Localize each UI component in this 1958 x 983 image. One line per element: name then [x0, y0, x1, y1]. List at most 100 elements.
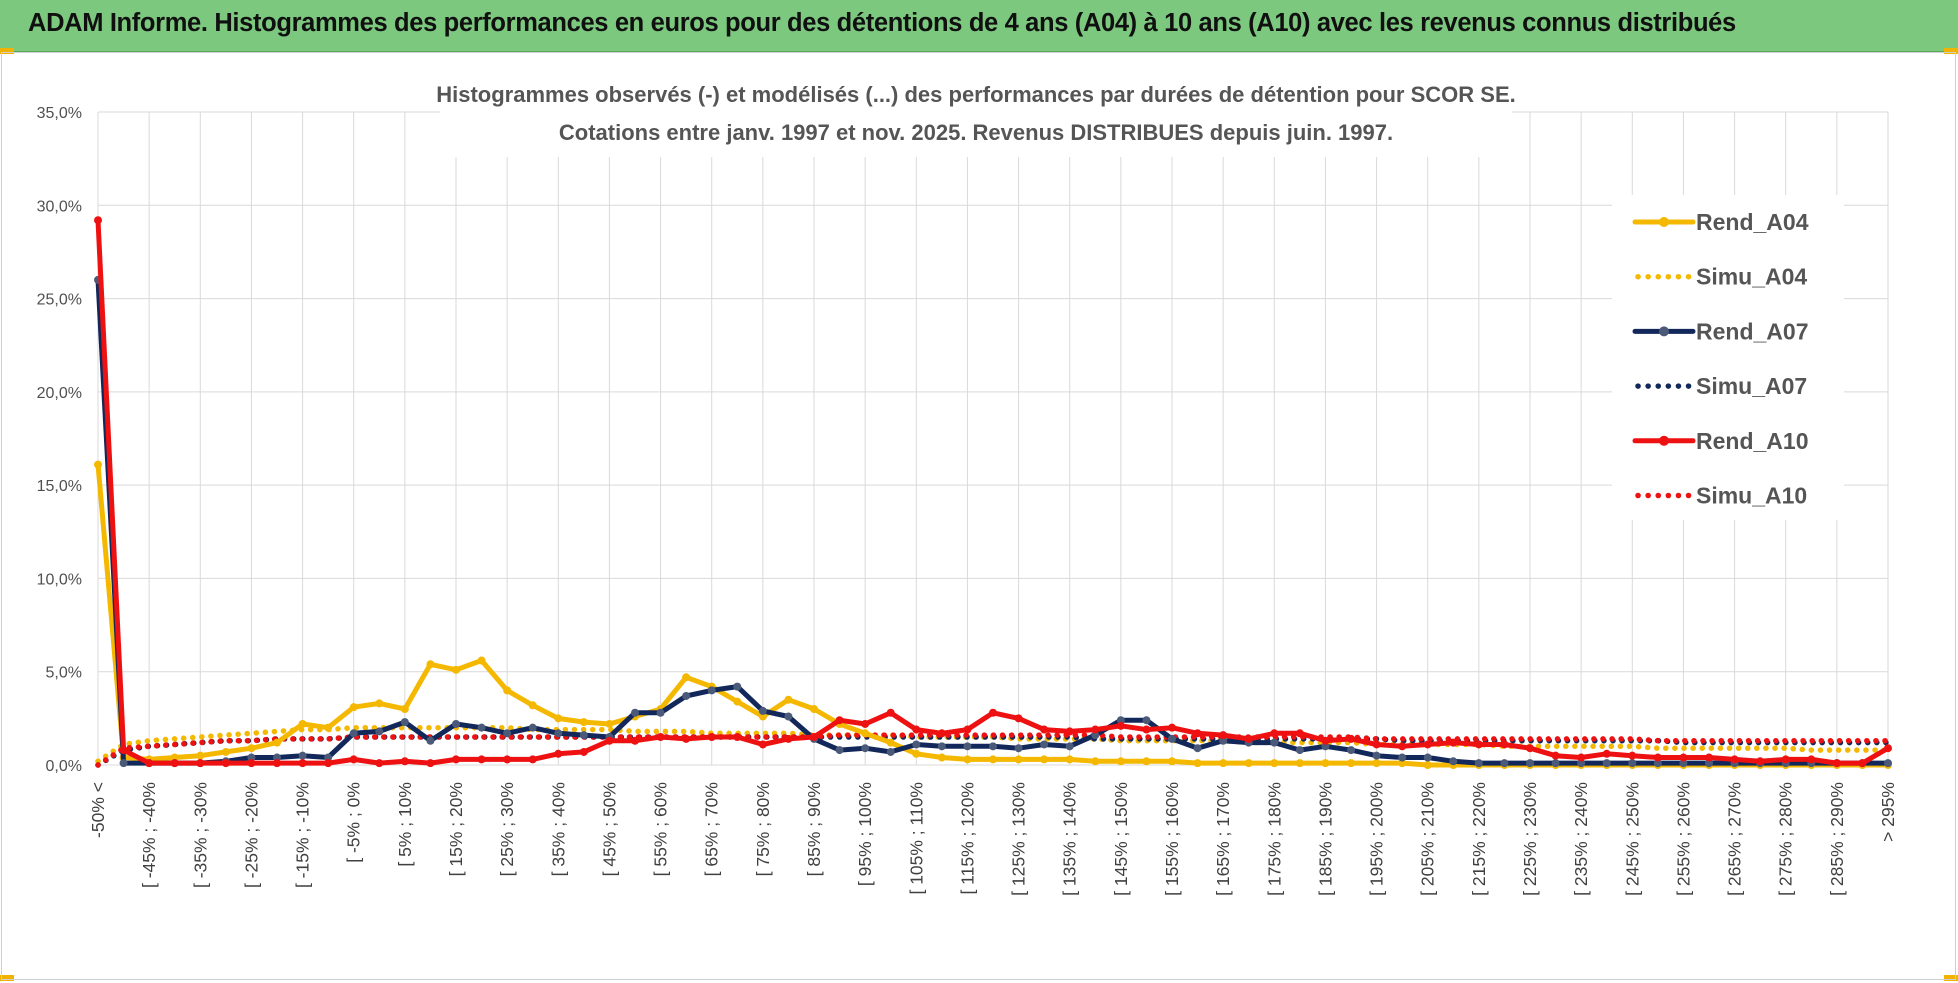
data-point — [1628, 759, 1637, 768]
data-point — [1168, 723, 1176, 732]
data-point — [758, 706, 767, 715]
data-point — [298, 719, 307, 728]
data-point — [1193, 744, 1202, 753]
data-point — [247, 753, 256, 762]
y-tick-label: 35,0% — [37, 105, 82, 122]
data-point — [298, 759, 307, 768]
legend-label: Simu_A04 — [1696, 264, 1807, 290]
x-tick-label: [ 165% ; 170% — [1213, 782, 1233, 896]
data-point — [1730, 755, 1739, 764]
data-point — [170, 759, 179, 768]
data-point — [1526, 759, 1534, 768]
data-point — [758, 712, 767, 721]
legend-item-rend-a04: Rend_A04 — [1632, 209, 1809, 235]
data-point — [1065, 742, 1074, 751]
x-tick-label: [ -45% ; -40% — [139, 782, 159, 888]
data-point — [733, 682, 742, 691]
data-point — [1321, 742, 1330, 751]
corner-mark-top-left — [0, 48, 14, 54]
data-point — [1244, 759, 1253, 768]
data-point — [426, 759, 435, 768]
data-point — [1474, 759, 1483, 768]
data-point — [375, 759, 384, 768]
data-point — [477, 755, 486, 764]
data-point — [1065, 755, 1074, 764]
corner-mark-bottom-left — [0, 975, 14, 981]
data-point — [912, 740, 921, 749]
data-point — [810, 733, 818, 742]
data-point — [886, 708, 895, 717]
data-point — [886, 747, 895, 756]
legend-marker — [1659, 435, 1669, 446]
data-point — [1398, 753, 1407, 762]
page-title: ADAM Informe. Histogrammes des performan… — [28, 9, 1736, 37]
data-point — [707, 733, 716, 742]
data-point — [1142, 725, 1151, 734]
data-point — [1653, 759, 1662, 768]
data-point — [1116, 757, 1125, 766]
x-tick-label: [ -15% ; -10% — [293, 782, 313, 888]
x-tick-label: [ 105% ; 110% — [906, 782, 926, 895]
legend-label: Rend_A07 — [1696, 318, 1808, 344]
legend-label: Rend_A10 — [1696, 428, 1808, 454]
data-point — [1193, 759, 1202, 768]
legend-label: Rend_A04 — [1696, 209, 1809, 235]
data-point — [1781, 755, 1790, 764]
x-tick-label: [ 35% ; 40% — [548, 782, 568, 876]
data-point — [1628, 751, 1637, 760]
data-point — [145, 759, 154, 768]
x-axis-ticks: -50% < [ -45% ; -40% [ -35% ; -30% [ -25% ;… — [88, 782, 1898, 896]
data-point — [758, 740, 767, 749]
data-point — [1653, 753, 1662, 762]
x-tick-label: [ 175% ; 180% — [1264, 782, 1284, 896]
data-point — [1142, 716, 1151, 725]
data-point — [324, 723, 333, 732]
x-tick-label: [ 185% ; 190% — [1315, 782, 1335, 896]
data-point — [1577, 759, 1586, 768]
data-point — [1014, 755, 1023, 764]
data-point — [937, 729, 946, 738]
data-point — [1014, 714, 1023, 723]
x-tick-label: [ 215% ; 220% — [1469, 782, 1489, 896]
data-point — [1193, 729, 1202, 738]
data-point — [861, 744, 870, 753]
data-point — [1347, 759, 1355, 768]
data-point — [733, 733, 742, 742]
data-point — [1398, 759, 1407, 768]
x-tick-label: [ 225% ; 230% — [1520, 782, 1540, 896]
x-tick-label: [ -35% ; -30% — [190, 782, 210, 888]
chart-title-group: Histogrammes observés (-) et modélisés (… — [436, 75, 1516, 157]
data-point — [733, 697, 742, 706]
data-point — [707, 686, 716, 695]
data-point — [1705, 753, 1713, 762]
data-point — [1270, 738, 1279, 747]
x-tick-label: [ 45% ; 50% — [599, 782, 619, 876]
legend-item-simu-a04: Simu_A04 — [1635, 264, 1807, 290]
data-point — [963, 755, 972, 764]
data-point — [452, 755, 460, 764]
data-point — [94, 460, 102, 469]
x-tick-label: [ 25% ; 30% — [497, 782, 517, 876]
data-point — [1065, 727, 1074, 736]
data-point — [528, 755, 537, 764]
y-tick-label: 20,0% — [37, 385, 82, 402]
data-point — [247, 759, 256, 768]
data-point — [119, 759, 128, 768]
grid — [97, 111, 1889, 766]
data-point — [631, 708, 639, 717]
chart-title: Histogrammes observés (-) et modélisés (… — [436, 82, 1516, 107]
data-point — [1449, 738, 1458, 747]
data-point — [1321, 736, 1330, 745]
data-point — [503, 686, 512, 695]
series-simu-a10 — [95, 732, 1891, 768]
data-point — [1372, 751, 1381, 760]
x-tick-label: [ 115% ; 120% — [957, 782, 977, 895]
data-point — [426, 660, 435, 669]
data-point — [1372, 740, 1381, 749]
data-point — [349, 703, 358, 712]
series-rend-a07 — [94, 275, 1892, 768]
legend-label: Simu_A07 — [1696, 373, 1807, 399]
data-point — [963, 725, 972, 734]
data-point — [170, 753, 179, 762]
